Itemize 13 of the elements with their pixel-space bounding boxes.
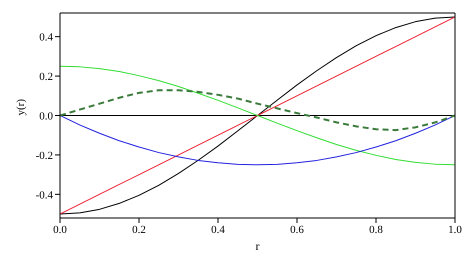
x-axis-title: r (256, 239, 260, 253)
y-axis-title: y(r) (14, 98, 27, 116)
x-tick-label: 0.4 (211, 224, 226, 236)
y-tick-label: -0.4 (36, 189, 54, 202)
y-tick-label: 0.2 (39, 70, 53, 83)
x-tick-label: 0.8 (369, 224, 384, 236)
y-tick-label: 0.0 (39, 110, 54, 122)
x-tick-label: 0.0 (53, 224, 68, 236)
y-tick-label: -0.2 (36, 150, 53, 162)
x-tick-label: 1.0 (448, 224, 462, 236)
x-tick-label: 0.6 (290, 224, 304, 236)
x-tick-label: 0.2 (132, 224, 146, 236)
y-tick-label: 0.4 (39, 32, 54, 44)
